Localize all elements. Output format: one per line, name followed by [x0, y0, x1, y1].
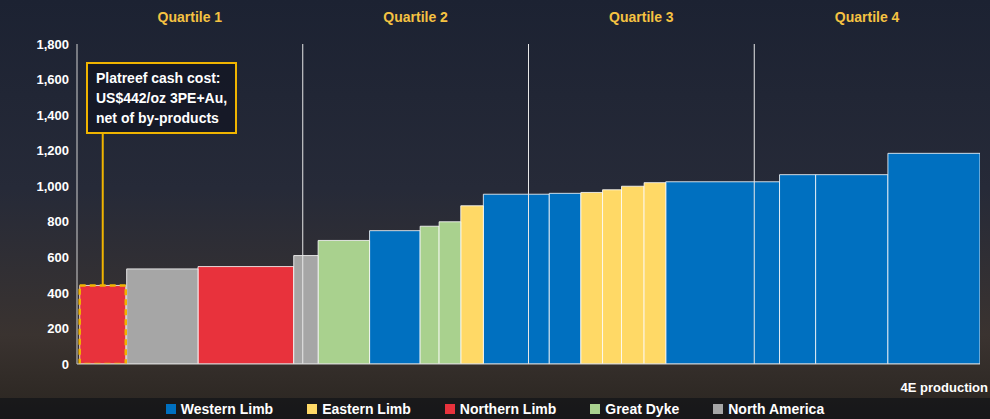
svg-text:600: 600: [47, 250, 69, 265]
svg-text:400: 400: [47, 286, 69, 301]
svg-text:200: 200: [47, 321, 69, 336]
html-text:Great Dyke: Great Dyke: [605, 400, 680, 417]
html-text:North America: North America: [728, 400, 825, 417]
svg-text:4E production: 4E production: [901, 380, 988, 395]
html-text:Western Limb: Western Limb: [180, 400, 274, 417]
svg-text:1,600: 1,600: [36, 72, 69, 87]
svg-text:Quartile 3: Quartile 3: [609, 9, 674, 25]
svg-text:Quartile 1: Quartile 1: [158, 9, 223, 25]
html-text:Eastern Limb: Eastern Limb: [322, 400, 411, 417]
svg-text:1,800: 1,800: [36, 37, 69, 52]
html-text:US$442/oz 3PE+Au,: US$442/oz 3PE+Au,: [96, 90, 228, 106]
html-text:Northern Limb: Northern Limb: [459, 400, 557, 417]
svg-text:0: 0: [62, 357, 69, 372]
svg-text:1,000: 1,000: [36, 179, 69, 194]
svg-text:1,400: 1,400: [36, 108, 69, 123]
html-text:net of by-products: net of by-products: [96, 110, 219, 126]
html-text:Platreef cash cost:: Platreef cash cost:: [96, 70, 221, 86]
svg-text:1,200: 1,200: [36, 143, 69, 158]
svg-text:Quartile 4: Quartile 4: [835, 9, 900, 25]
svg-text:800: 800: [47, 214, 69, 229]
svg-text:Quartile 2: Quartile 2: [383, 9, 448, 25]
